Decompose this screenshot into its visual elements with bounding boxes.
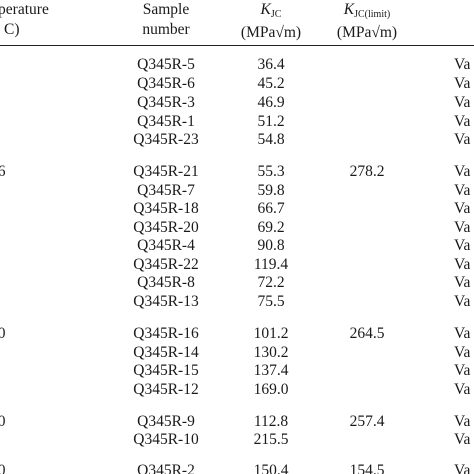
table-cell-validity: Va: [454, 163, 471, 180]
table-cell-validity: Va: [454, 94, 471, 111]
table-cell-sample: Q345R-18: [133, 200, 199, 217]
table-cell-kjc-limit: 278.2: [349, 163, 385, 180]
table-cell-kjc: 69.2: [257, 219, 285, 236]
header-kjc-unit: (MPa√m): [240, 24, 302, 41]
table-cell-validity: Va: [454, 362, 471, 379]
table-cell-validity: Va: [454, 75, 471, 92]
table-cell-sample: Q345R-16: [133, 325, 199, 342]
table-cell-temperature: 30: [0, 413, 6, 430]
table-cell-kjc: 90.8: [257, 237, 285, 254]
table-cell-kjc: 130.2: [253, 344, 289, 361]
table-cell-temperature: 36: [0, 163, 6, 180]
table-cell-kjc: 59.8: [257, 182, 285, 199]
header-temperature-line1: mperature: [0, 1, 49, 18]
table-cell-kjc: 119.4: [253, 256, 289, 273]
table-cell-kjc: 169.0: [253, 381, 289, 398]
table-cell-validity: Va: [454, 293, 471, 310]
table-cell-validity: Va: [454, 237, 471, 254]
table-cell-kjc-limit: 264.5: [349, 325, 385, 342]
header-temperature: mperature C): [0, 1, 49, 38]
table-cell-sample: Q345R-7: [137, 182, 195, 199]
table-cell-kjc: 137.4: [253, 362, 289, 379]
table-cell-validity: Va: [454, 131, 471, 148]
table-cell-sample: Q345R-23: [133, 131, 199, 148]
table-cell-sample: Q345R-20: [133, 219, 199, 236]
header-sample-line2: number: [142, 21, 190, 38]
table-cell-sample: Q345R-12: [133, 381, 199, 398]
header-kjc-limit: KJC(limit) (MPa√m): [322, 1, 412, 41]
header-kjc-symbol: KJC: [260, 1, 282, 20]
table-cell-validity: Va: [454, 182, 471, 199]
table-cell-kjc: 45.2: [257, 75, 285, 92]
table-cell-sample: Q345R-2: [137, 462, 195, 474]
table-cell-sample: Q345R-14: [133, 344, 199, 361]
table-cell-validity: Va: [454, 113, 471, 130]
table-cell-validity: Va: [454, 256, 471, 273]
table-cell-kjc: 75.5: [257, 293, 285, 310]
table-cell-validity: Va: [454, 56, 471, 73]
table-cell-sample: Q345R-15: [133, 362, 199, 379]
table-cell-sample: Q345R-22: [133, 256, 199, 273]
table-cell-kjc: 55.3: [257, 163, 285, 180]
table-cell-validity: Va: [454, 200, 471, 217]
table-cell-temperature: 50: [0, 325, 6, 342]
table-cell-kjc: 101.2: [253, 325, 289, 342]
header-sample-line1: Sample: [142, 1, 190, 18]
table-cell-validity: Va: [454, 413, 471, 430]
table-cell-sample: Q345R-1: [137, 113, 195, 130]
table-cell-kjc: 215.5: [253, 431, 289, 448]
table-cell-sample: Q345R-21: [133, 163, 199, 180]
header-sample-number: Sample number: [104, 1, 228, 38]
table-cell-sample: Q345R-4: [137, 237, 195, 254]
table-cell-kjc-limit: 154.5: [349, 462, 385, 474]
header-temperature-line2: C): [4, 21, 20, 38]
table-cell-validity: Va: [454, 344, 471, 361]
table-cell-kjc: 36.4: [257, 56, 285, 73]
table-cell-sample: Q345R-9: [137, 413, 195, 430]
table-cell-sample: Q345R-8: [137, 274, 195, 291]
table-cell-validity: Va: [454, 219, 471, 236]
table-cell-kjc: 72.2: [257, 274, 285, 291]
table-cell-kjc: 150.4: [253, 462, 289, 474]
table-cell-kjc-limit: 257.4: [349, 413, 385, 430]
table-cell-validity: Va: [454, 381, 471, 398]
table-cell-kjc: 112.8: [253, 413, 289, 430]
table-cell-validity: Va: [454, 431, 471, 448]
table-cell-validity: Va: [454, 325, 471, 342]
header-kjc: KJC (MPa√m): [232, 1, 310, 41]
table-cell-kjc: 54.8: [257, 131, 285, 148]
table-cell-kjc: 66.7: [257, 200, 285, 217]
table-cell-sample: Q345R-6: [137, 75, 195, 92]
header-kjc-limit-unit: (MPa√m): [336, 24, 398, 41]
table-cell-sample: Q345R-10: [133, 431, 199, 448]
table-cell-sample: Q345R-13: [133, 293, 199, 310]
header-bottom-rule: [0, 45, 474, 46]
table-cell-validity: Va: [454, 462, 471, 474]
table-cell-sample: Q345R-5: [137, 56, 195, 73]
table-cell-sample: Q345R-3: [137, 94, 195, 111]
table-cell-validity: Va: [454, 274, 471, 291]
table-cell-temperature: 20: [0, 462, 6, 474]
table-cell-kjc: 51.2: [257, 113, 285, 130]
table-cell-kjc: 46.9: [257, 94, 285, 111]
header-kjc-limit-symbol: KJC(limit): [343, 1, 391, 20]
